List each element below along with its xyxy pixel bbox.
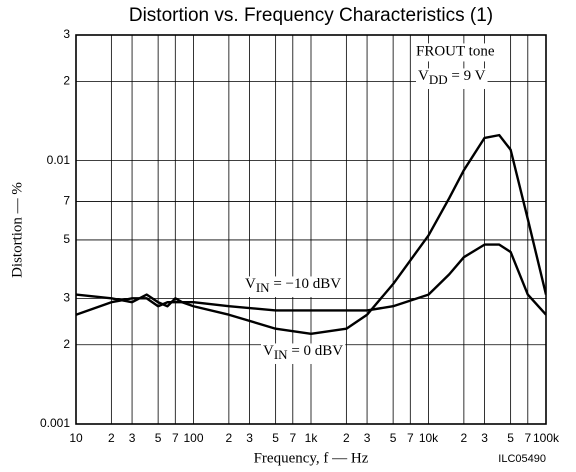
x-tick-label: 100 [183,431,203,445]
label-background [243,276,344,297]
y-tick-label: 7 [63,194,70,208]
plot-frame [75,34,547,425]
y-tick-label: 0.01 [47,153,71,167]
x-tick-label: 2 [226,431,233,445]
x-tick-label: 3 [481,431,488,445]
y-tick-label: 2 [63,337,70,351]
x-tick-label: 7 [524,431,531,445]
figure-code: ILC05490 [498,453,546,465]
x-tick-label: 10k [419,431,439,445]
label-main: V [245,276,256,292]
y-axis-label: Distortion — % [9,182,25,278]
y-tick-label: 5 [63,232,70,246]
x-tick-label: 2 [343,431,350,445]
x-tick-label: 7 [172,431,179,445]
label-rest: = 0 dBV [288,343,344,359]
data-line [76,243,546,316]
x-tick-label: 3 [129,431,136,445]
y-tick-label: 3 [63,291,70,305]
label-sub: DD [429,72,448,87]
x-tick-label: 1k [305,431,319,445]
y-tick-label: 2 [63,74,70,88]
x-tick-label: 100k [533,431,560,445]
x-tick-label: 5 [390,431,397,445]
chart-title: Distortion vs. Frequency Characteristics… [129,5,493,26]
x-tick-label: 3 [246,431,253,445]
x-axis-label: Frequency, f — Hz [254,450,369,466]
data-line [76,133,546,336]
x-tick-label: 7 [289,431,296,445]
x-tick-label: 5 [507,431,514,445]
label-rest: = −10 dBV [270,276,342,292]
label-sub: IN [274,347,288,362]
label-main: V [418,68,429,84]
x-tick-label: 10 [69,431,83,445]
y-tick-label: 3 [63,27,70,41]
x-tick-label: 3 [364,431,371,445]
label-rest: = 9 V [448,68,486,84]
label-background [416,68,488,89]
curve-label: VDD = 9 V [418,68,486,87]
y-tick-label: 0.001 [40,416,70,430]
curve-label: VIN = 0 dBV [263,343,343,362]
x-tick-label: 5 [272,431,279,445]
x-tick-label: 2 [461,431,468,445]
x-tick-label: 7 [407,431,414,445]
label-sub: IN [256,280,270,295]
label-main: V [263,343,274,359]
label-background [414,43,497,62]
label-background [261,343,346,364]
curve-label: VIN = −10 dBV [245,276,341,295]
annotation: FROUT tone [416,43,495,59]
x-tick-label: 2 [108,431,115,445]
x-tick-label: 5 [155,431,162,445]
